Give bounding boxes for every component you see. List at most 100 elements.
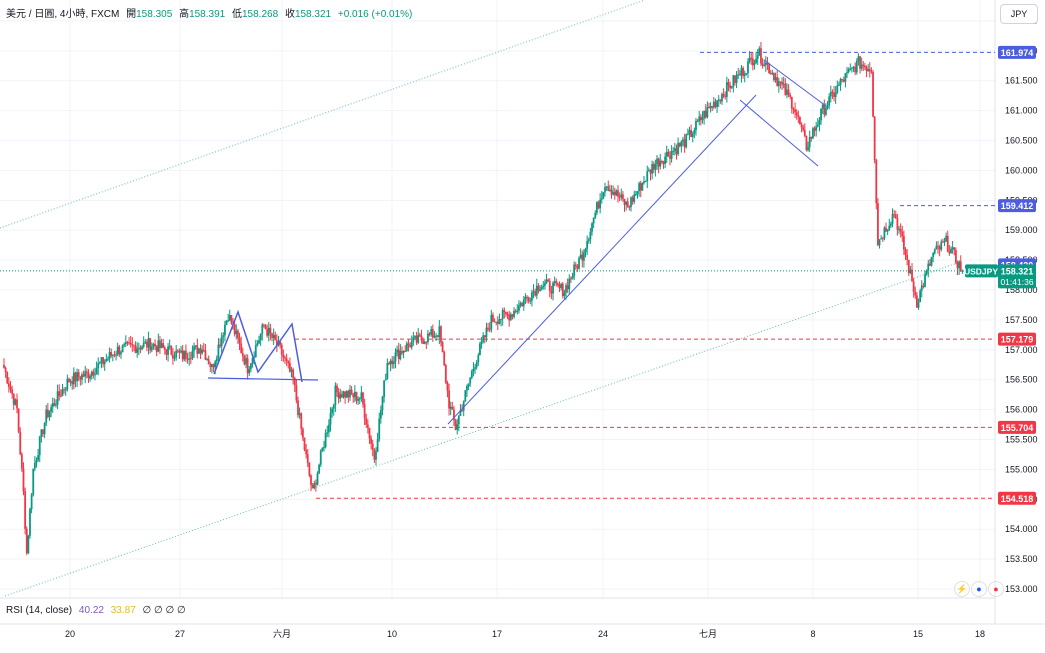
candle-body	[128, 342, 130, 344]
event-flags[interactable]: ⚡ ● ●	[954, 581, 1005, 597]
candle-body	[769, 73, 772, 75]
last-price-text: 158.321	[1001, 266, 1034, 276]
candle-body	[669, 156, 671, 159]
candle-body	[410, 341, 413, 348]
candle-body	[42, 429, 44, 435]
candle-body	[589, 231, 592, 240]
candle-body	[30, 494, 33, 510]
candle-body	[16, 399, 18, 409]
x-tick-label: 15	[913, 629, 923, 639]
candle-body	[480, 341, 483, 344]
candle-body	[443, 351, 446, 366]
candle-body	[714, 101, 717, 108]
candle-body	[797, 115, 800, 117]
candle-body	[266, 329, 269, 336]
candle-body	[375, 451, 377, 460]
candle-body	[570, 278, 572, 280]
candle-body	[571, 276, 574, 279]
lightning-icon[interactable]: ⚡	[954, 581, 970, 597]
jp-flag-icon[interactable]: ●	[988, 581, 1004, 597]
candle-body	[779, 81, 782, 83]
candle-body	[431, 329, 434, 338]
candle-body	[682, 139, 684, 142]
us-flag-icon[interactable]: ●	[971, 581, 987, 597]
candle-body	[927, 263, 930, 271]
candle-body	[664, 156, 667, 164]
candle-body	[342, 391, 345, 398]
candle-body	[899, 228, 902, 232]
candle-body	[711, 106, 714, 108]
candle-body	[386, 363, 389, 379]
x-tick-label: 20	[65, 629, 75, 639]
candle-body	[137, 347, 140, 349]
candle-body	[641, 182, 644, 191]
candle-body	[126, 342, 129, 344]
candle-body	[740, 67, 743, 76]
candle-body	[721, 93, 723, 102]
rsi-label: RSI (14, close)	[6, 605, 73, 616]
candle-body	[94, 374, 96, 376]
candle-body	[11, 389, 14, 394]
y-tick-label: 156.500	[1005, 375, 1038, 385]
currency-button[interactable]: JPY	[1000, 4, 1038, 24]
candle-body	[85, 371, 88, 373]
candle-body	[243, 356, 246, 365]
change-value: +0.016 (+0.01%)	[337, 9, 413, 20]
candle-body	[880, 238, 883, 240]
candle-body	[566, 285, 569, 290]
candle-body	[803, 129, 806, 137]
candle-body	[155, 346, 158, 352]
candle-body	[152, 343, 155, 347]
candle-body	[657, 158, 660, 167]
candle-body	[948, 251, 951, 254]
candle-body	[626, 201, 629, 207]
candle-body	[790, 96, 793, 109]
candle-body	[20, 454, 23, 469]
candle-body	[857, 56, 860, 61]
candle-body	[474, 367, 476, 369]
channel-upper-line	[0, 0, 646, 229]
candle-body	[659, 161, 662, 167]
candle-body	[402, 351, 405, 354]
candle-body	[105, 359, 108, 362]
candle-body	[834, 92, 837, 98]
candle-body	[344, 391, 347, 398]
candle-body	[652, 164, 655, 170]
candle-body	[488, 329, 491, 331]
candle-body	[217, 344, 220, 359]
candle-body	[495, 321, 498, 323]
candle-body	[761, 63, 764, 66]
candle-body	[282, 354, 285, 358]
candle-body	[233, 324, 236, 335]
candle-body	[776, 77, 779, 86]
candle-body	[295, 385, 298, 401]
candle-body	[595, 202, 598, 213]
y-tick-label: 157.500	[1005, 315, 1038, 325]
candle-body	[709, 106, 712, 109]
candle-body	[311, 485, 314, 489]
price-label-box	[998, 199, 1036, 213]
candle-body	[930, 256, 933, 266]
candle-body	[683, 139, 686, 148]
candle-body	[71, 381, 74, 385]
candle-body	[433, 335, 436, 338]
candle-body	[638, 183, 641, 192]
candle-body	[841, 79, 844, 81]
candle-body	[959, 261, 962, 271]
price-label-text: 161.974	[1001, 48, 1034, 58]
candle-body	[204, 350, 207, 360]
candle-body	[136, 348, 139, 353]
candle-body	[139, 347, 142, 350]
candle-body	[578, 258, 580, 269]
candle-body	[513, 310, 515, 317]
candle-body	[696, 120, 699, 122]
candle-body	[14, 399, 17, 405]
candle-body	[264, 325, 267, 330]
candle-body	[946, 235, 949, 252]
candle-body	[63, 389, 66, 391]
candle-body	[479, 343, 481, 356]
candle-body	[113, 354, 116, 356]
candle-body	[9, 386, 12, 390]
